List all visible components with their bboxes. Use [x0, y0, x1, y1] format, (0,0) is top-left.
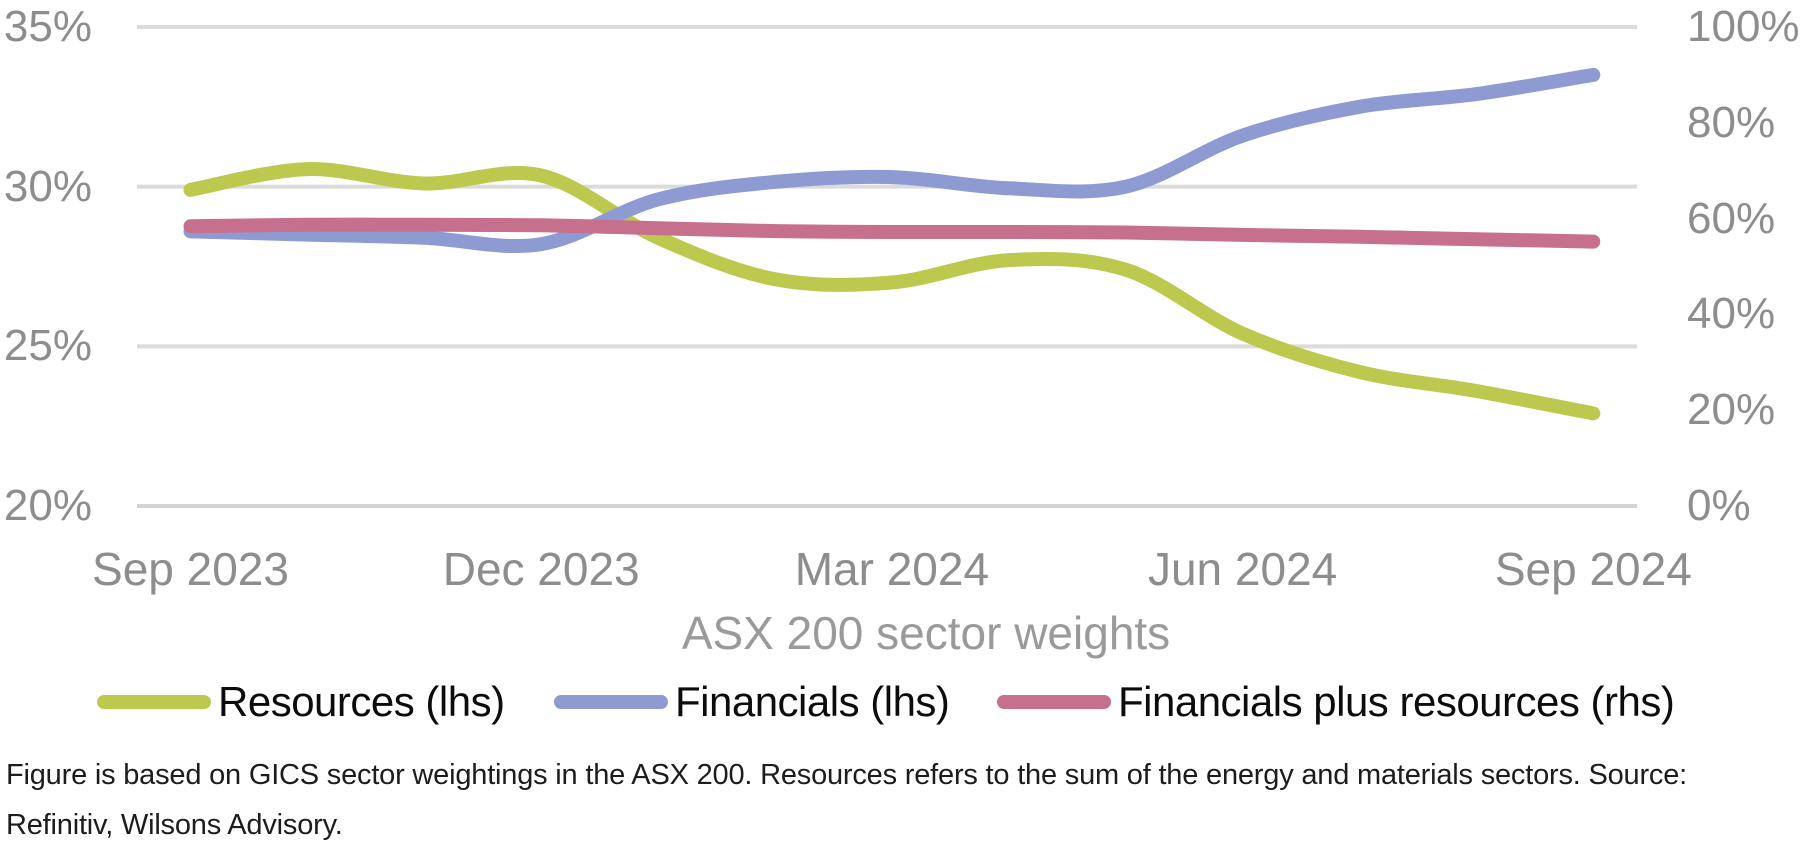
legend-swatch-icon — [554, 695, 668, 709]
y-axis-right-tick: 60% — [1687, 193, 1776, 243]
legend-swatch-icon — [997, 695, 1111, 709]
legend-swatch-icon — [97, 695, 211, 709]
y-axis-right-tick: 100% — [1687, 2, 1800, 51]
y-axis-right-tick: 80% — [1687, 97, 1776, 147]
legend-item: Resources (lhs) — [97, 677, 505, 727]
legend-label: Financials (lhs) — [675, 678, 950, 725]
series-line-financials-lhs — [183, 67, 1601, 254]
y-axis-left-tick: 30% — [3, 161, 92, 211]
series-line-resources-lhs — [183, 162, 1601, 421]
y-axis-left-tick: 20% — [3, 481, 92, 530]
x-axis-tick: Sep 2024 — [1494, 543, 1692, 595]
x-axis-title: ASX 200 sector weights — [681, 607, 1171, 659]
y-axis-right-tick: 0% — [1687, 481, 1751, 530]
x-axis-tick: Sep 2023 — [92, 543, 289, 595]
legend-label: Financials plus resources (rhs) — [1118, 678, 1675, 725]
footnote: Figure is based on GICS sector weighting… — [6, 750, 1746, 850]
y-axis-left-tick: 25% — [3, 321, 92, 371]
legend-label: Resources (lhs) — [218, 678, 505, 725]
legend-item: Financials (lhs) — [554, 677, 950, 727]
series-line-financials-plus-resources-rhs — [183, 217, 1601, 249]
y-axis-right-tick: 20% — [1687, 385, 1776, 435]
y-axis-left-tick: 35% — [3, 2, 92, 51]
x-axis-tick: Mar 2024 — [794, 543, 990, 595]
y-axis-right-tick: 40% — [1687, 289, 1776, 339]
legend: Resources (lhs) Financials (lhs) Financial… — [0, 677, 1800, 727]
x-axis-tick: Jun 2024 — [1147, 543, 1338, 595]
footnote-line: Figure is based on GICS sector weighting… — [6, 759, 1688, 791]
footnote-line: Refinitiv, Wilsons Advisory. — [6, 809, 343, 841]
legend-item: Financials plus resources (rhs) — [997, 677, 1675, 727]
x-axis-tick: Dec 2023 — [442, 543, 640, 595]
